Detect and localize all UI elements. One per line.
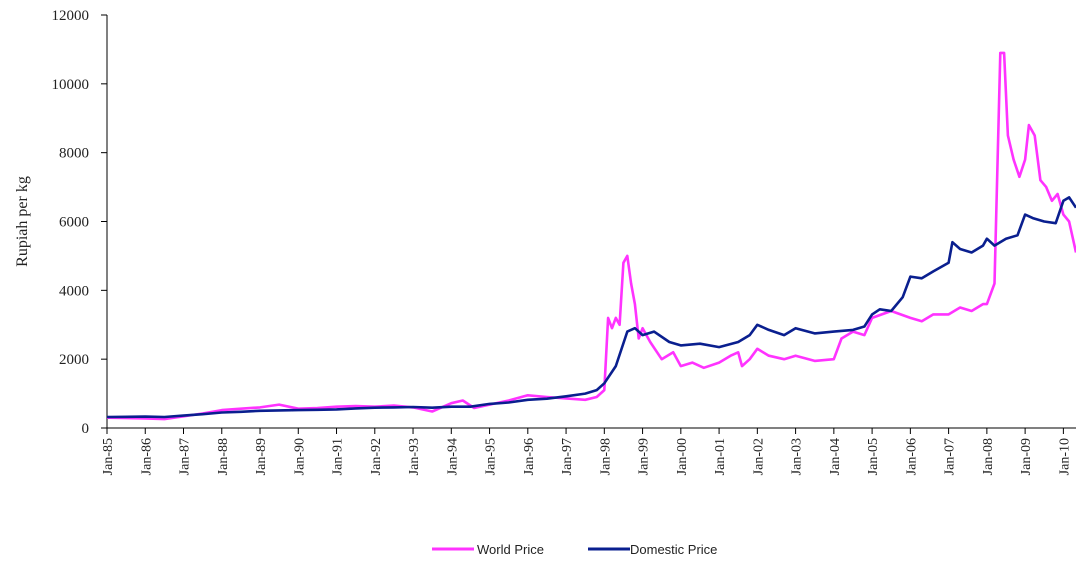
x-tick-label: Jan-95 (484, 438, 499, 475)
x-tick-label: Jan-02 (751, 438, 766, 475)
y-tick-label: 6000 (59, 215, 89, 231)
x-tick-label: Jan-06 (904, 438, 919, 475)
y-tick-label: 0 (82, 421, 90, 437)
x-tick-label: Jan-05 (866, 438, 881, 475)
x-tick-label: Jan-86 (139, 438, 154, 475)
x-axis: Jan-85 Jan-86 Jan-87 Jan-88 Jan-89 Jan-90 Jan-… (101, 427, 1076, 475)
y-axis-title: Rupiah per kg (14, 176, 31, 267)
x-tick-label: Jan-93 (407, 438, 422, 475)
y-axis: 0 2000 4000 6000 8000 10000 12000 (52, 8, 108, 437)
x-tick-label: Jan-04 (828, 438, 843, 475)
legend-label-world-price: World Price (477, 542, 544, 557)
legend-label-domestic-price: Domestic Price (630, 542, 717, 557)
x-tick-label: Jan-96 (522, 438, 537, 475)
x-tick-label: Jan-03 (790, 438, 805, 475)
series-layer (106, 51, 1076, 421)
y-tick-label: 10000 (52, 77, 90, 93)
legend: World Price Domestic Price (432, 542, 717, 557)
x-tick-label: Jan-99 (637, 438, 652, 475)
x-tick-label: Jan-87 (178, 438, 193, 475)
y-tick-label: 12000 (52, 8, 90, 24)
x-tick-label: Jan-94 (445, 438, 460, 475)
x-tick-label: Jan-98 (598, 438, 613, 475)
x-tick-label: Jan-92 (369, 438, 384, 475)
x-tick-label: Jan-89 (254, 438, 269, 475)
x-tick-label: Jan-10 (1057, 438, 1072, 475)
x-tick-label: Jan-01 (713, 438, 728, 475)
series-line-world-price (106, 51, 1076, 421)
x-tick-label: Jan-00 (675, 438, 690, 475)
y-tick-label: 4000 (59, 283, 89, 299)
x-tick-label: Jan-85 (101, 438, 116, 475)
x-tick-label: Jan-08 (981, 438, 996, 475)
x-tick-label: Jan-90 (292, 438, 307, 475)
x-tick-label: Jan-91 (331, 438, 346, 475)
y-tick-label: 8000 (59, 146, 89, 162)
x-tick-label: Jan-07 (943, 438, 958, 475)
y-tick-label: 2000 (59, 352, 89, 368)
x-tick-label: Jan-88 (216, 438, 231, 475)
x-tick-label: Jan-09 (1019, 438, 1034, 475)
series-line-domestic-price (106, 196, 1076, 419)
x-tick-label: Jan-97 (560, 438, 575, 475)
